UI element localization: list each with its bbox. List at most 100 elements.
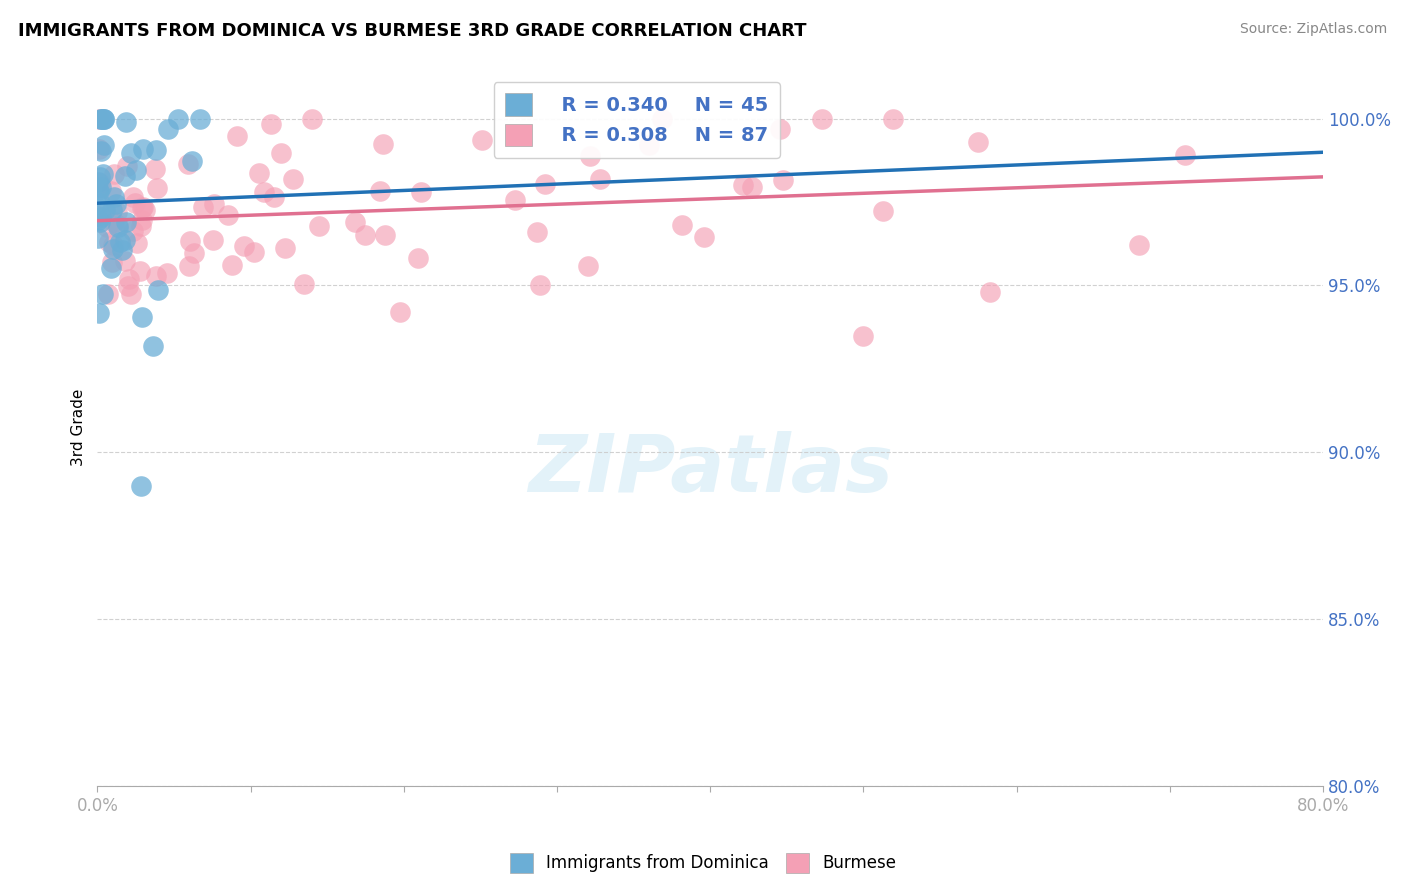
Burmese: [132, 200, 155, 214]
Immigrants from Dominica: [93, 112, 115, 126]
Burmese: [274, 241, 297, 255]
Burmese: [389, 305, 412, 319]
Burmese: [87, 112, 110, 126]
Immigrants from Dominica: [90, 180, 112, 194]
Immigrants from Dominica: [87, 184, 110, 198]
Burmese: [811, 112, 834, 126]
Immigrants from Dominica: [180, 154, 202, 169]
Immigrants from Dominica: [131, 310, 153, 325]
Burmese: [117, 279, 139, 293]
Burmese: [503, 193, 526, 207]
Burmese: [411, 186, 433, 200]
Burmese: [131, 201, 153, 215]
Burmese: [769, 122, 792, 136]
Burmese: [772, 173, 794, 187]
Burmese: [270, 145, 292, 160]
Burmese: [129, 219, 152, 233]
Immigrants from Dominica: [89, 215, 111, 229]
Burmese: [281, 171, 304, 186]
Immigrants from Dominica: [132, 141, 155, 155]
Burmese: [263, 190, 285, 204]
Immigrants from Dominica: [93, 112, 115, 126]
Immigrants from Dominica: [100, 202, 122, 217]
Burmese: [103, 214, 125, 228]
Legend: Immigrants from Dominica, Burmese: Immigrants from Dominica, Burmese: [503, 847, 903, 880]
Burmese: [368, 184, 391, 198]
Burmese: [202, 233, 225, 247]
Immigrants from Dominica: [93, 137, 115, 152]
Text: ZIPatlas: ZIPatlas: [527, 432, 893, 509]
Burmese: [120, 287, 142, 301]
Burmese: [534, 177, 557, 191]
Text: Source: ZipAtlas.com: Source: ZipAtlas.com: [1240, 22, 1388, 37]
Burmese: [579, 149, 602, 163]
Burmese: [101, 255, 124, 269]
Burmese: [103, 238, 125, 252]
Burmese: [122, 224, 145, 238]
Immigrants from Dominica: [111, 243, 134, 257]
Immigrants from Dominica: [146, 283, 169, 297]
Burmese: [852, 328, 875, 343]
Burmese: [741, 179, 763, 194]
Immigrants from Dominica: [103, 190, 125, 204]
Burmese: [966, 135, 988, 149]
Immigrants from Dominica: [90, 210, 112, 224]
Immigrants from Dominica: [142, 338, 165, 352]
Burmese: [143, 162, 166, 177]
Burmese: [301, 112, 323, 126]
Burmese: [253, 186, 276, 200]
Burmese: [156, 266, 179, 280]
Burmese: [177, 157, 200, 171]
Immigrants from Dominica: [115, 215, 138, 229]
Immigrants from Dominica: [91, 112, 114, 126]
Burmese: [243, 245, 266, 260]
Immigrants from Dominica: [103, 242, 125, 256]
Burmese: [651, 112, 673, 126]
Immigrants from Dominica: [87, 212, 110, 227]
Immigrants from Dominica: [91, 287, 114, 301]
Immigrants from Dominica: [107, 219, 129, 234]
Burmese: [354, 227, 377, 242]
Immigrants from Dominica: [167, 112, 190, 126]
Text: IMMIGRANTS FROM DOMINICA VS BURMESE 3RD GRADE CORRELATION CHART: IMMIGRANTS FROM DOMINICA VS BURMESE 3RD …: [18, 22, 807, 40]
Burmese: [103, 167, 125, 181]
Burmese: [371, 136, 394, 151]
Immigrants from Dominica: [114, 233, 136, 247]
Burmese: [179, 234, 201, 248]
Immigrants from Dominica: [188, 112, 211, 126]
Immigrants from Dominica: [89, 195, 111, 210]
Immigrants from Dominica: [120, 145, 142, 160]
Immigrants from Dominica: [90, 112, 112, 126]
Immigrants from Dominica: [90, 112, 112, 126]
Burmese: [131, 212, 153, 227]
Burmese: [247, 167, 270, 181]
Burmese: [882, 112, 904, 126]
Burmese: [979, 285, 1001, 300]
Burmese: [177, 259, 200, 273]
Burmese: [134, 202, 156, 217]
Burmese: [87, 142, 110, 156]
Burmese: [731, 178, 754, 193]
Burmese: [122, 190, 145, 204]
Burmese: [105, 204, 128, 219]
Burmese: [146, 181, 169, 195]
Burmese: [87, 209, 110, 223]
Y-axis label: 3rd Grade: 3rd Grade: [72, 389, 86, 466]
Burmese: [1174, 148, 1197, 162]
Burmese: [191, 200, 214, 214]
Burmese: [96, 219, 118, 234]
Legend:   R = 0.340    N = 45,   R = 0.308    N = 87: R = 0.340 N = 45, R = 0.308 N = 87: [494, 82, 780, 158]
Immigrants from Dominica: [89, 169, 111, 184]
Burmese: [217, 209, 239, 223]
Burmese: [97, 286, 120, 301]
Immigrants from Dominica: [94, 203, 117, 218]
Burmese: [344, 214, 367, 228]
Burmese: [292, 277, 315, 291]
Burmese: [637, 137, 659, 152]
Burmese: [89, 177, 111, 191]
Burmese: [202, 196, 225, 211]
Burmese: [125, 235, 148, 250]
Immigrants from Dominica: [90, 144, 112, 158]
Burmese: [100, 184, 122, 198]
Immigrants from Dominica: [100, 260, 122, 275]
